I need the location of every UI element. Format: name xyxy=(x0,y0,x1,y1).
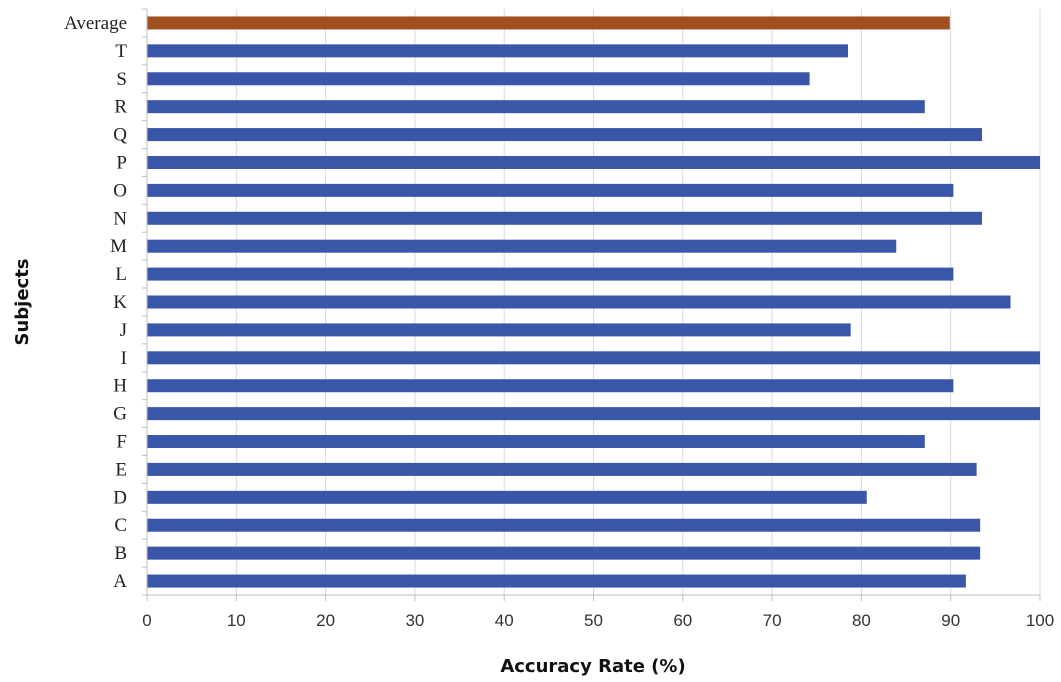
x-tick-label: 40 xyxy=(495,611,514,630)
bar-h xyxy=(147,379,954,393)
bar-j xyxy=(147,323,851,337)
bar-l xyxy=(147,267,954,281)
bar-q xyxy=(147,128,982,142)
bar-f xyxy=(147,435,925,449)
x-tick-label: 30 xyxy=(405,611,424,630)
x-axis-title: Accuracy Rate (%) xyxy=(500,656,685,677)
category-label-k: K xyxy=(113,292,127,313)
bar-e xyxy=(147,462,977,476)
category-label-h: H xyxy=(113,376,127,397)
category-label-l: L xyxy=(115,264,127,285)
category-label-d: D xyxy=(113,487,127,508)
y-axis-title: Subjects xyxy=(12,258,33,345)
category-label-e: E xyxy=(115,459,127,480)
category-label-t: T xyxy=(115,41,127,62)
bar-i xyxy=(147,351,1040,365)
bar-m xyxy=(147,239,897,253)
x-tick-label: 70 xyxy=(763,611,782,630)
bar-b xyxy=(147,546,981,560)
category-label-j: J xyxy=(120,320,127,341)
category-label-s: S xyxy=(116,69,127,90)
category-label-b: B xyxy=(114,543,127,564)
x-tick-label: 10 xyxy=(227,611,246,630)
category-label-a: A xyxy=(113,571,127,592)
category-label-n: N xyxy=(113,208,127,229)
bar-a xyxy=(147,574,966,588)
bar-average xyxy=(147,16,950,30)
x-tick-label: 20 xyxy=(316,611,335,630)
category-label-m: M xyxy=(110,236,127,257)
x-tick-labels: 0 10 20 30 40 50 60 70 80 90 100 xyxy=(142,611,1054,630)
bar-c xyxy=(147,518,981,532)
bar-d xyxy=(147,490,867,504)
category-label-average: Average xyxy=(64,13,127,34)
category-label-c: C xyxy=(114,515,127,536)
category-label-i: I xyxy=(121,348,127,369)
x-tick-label: 80 xyxy=(852,611,871,630)
bar-s xyxy=(147,72,810,86)
x-tick-label: 90 xyxy=(941,611,960,630)
category-label-g: G xyxy=(113,404,127,425)
category-label-p: P xyxy=(116,152,127,173)
category-label-r: R xyxy=(114,97,127,118)
category-label-q: Q xyxy=(113,125,127,146)
bar-k xyxy=(147,295,1011,309)
bar-o xyxy=(147,183,954,197)
bar-n xyxy=(147,211,982,225)
bar-g xyxy=(147,407,1040,421)
x-tick-label: 60 xyxy=(673,611,692,630)
bar-p xyxy=(147,155,1040,169)
x-tick-label: 50 xyxy=(584,611,603,630)
x-tick-label: 100 xyxy=(1026,611,1054,630)
bar-r xyxy=(147,100,925,114)
x-tick-label: 0 xyxy=(142,611,151,630)
bar-t xyxy=(147,44,849,58)
axes xyxy=(142,8,1040,596)
bars xyxy=(147,16,1040,588)
category-label-f: F xyxy=(116,432,127,453)
category-label-o: O xyxy=(113,180,127,201)
